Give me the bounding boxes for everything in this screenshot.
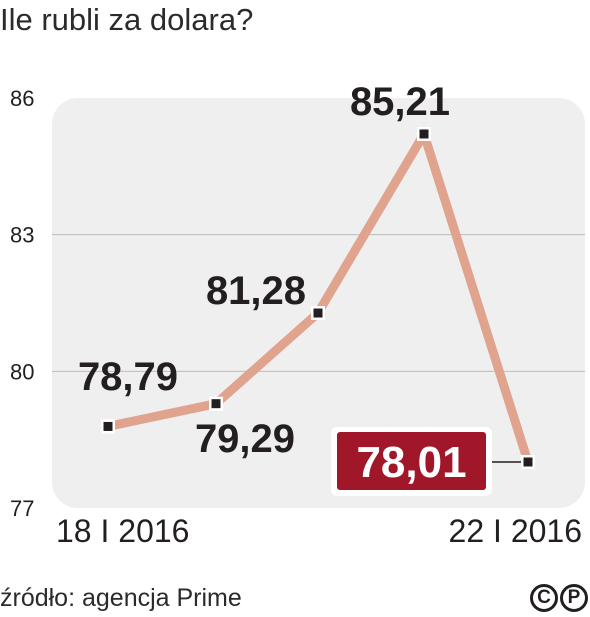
- y-tick-label: 83: [10, 223, 34, 248]
- y-tick-label: 80: [10, 359, 34, 384]
- data-label: 78,79: [78, 355, 178, 399]
- data-point: [211, 399, 221, 409]
- data-label-highlight: 78,01: [356, 438, 466, 487]
- data-label: 81,28: [206, 269, 306, 313]
- chart-title: Ile rubli za dolara?: [0, 2, 254, 37]
- logo-p: P: [560, 584, 588, 612]
- data-point: [419, 129, 429, 139]
- data-point: [523, 457, 533, 467]
- plot-background: [52, 98, 585, 508]
- highlight-label-box: [337, 432, 486, 490]
- x-tick-label: 22 I 2016: [449, 513, 582, 549]
- line-chart: 86 83 80 77 78,79 79,29 81,28 85,21 78,01 18 I …: [10, 80, 585, 549]
- source-note: źródło: agencja Prime: [0, 584, 242, 612]
- data-point: [313, 308, 323, 318]
- data-point: [103, 421, 113, 431]
- data-label: 79,29: [195, 417, 295, 461]
- y-tick-label: 77: [10, 496, 34, 521]
- x-tick-label: 18 I 2016: [56, 513, 189, 549]
- publisher-logo: C P: [530, 584, 588, 612]
- data-label: 85,21: [350, 80, 450, 124]
- y-tick-label: 86: [10, 86, 34, 111]
- logo-c: C: [530, 584, 558, 612]
